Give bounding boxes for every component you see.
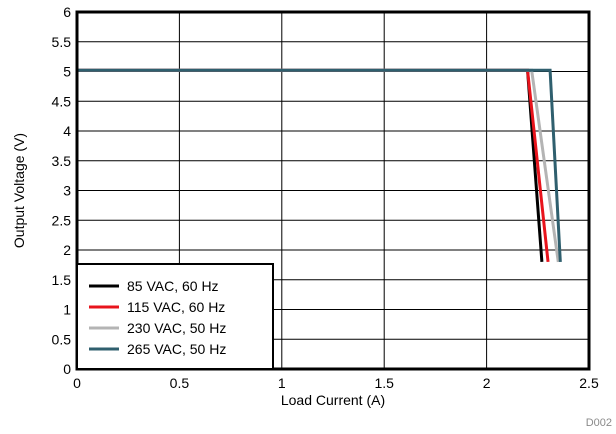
series-line-4 bbox=[77, 68, 562, 262]
legend: 85 VAC, 60 Hz 115 VAC, 60 Hz 230 VAC, 50 H… bbox=[76, 263, 274, 370]
x-tick-label: 2 bbox=[483, 375, 491, 391]
series-line-3 bbox=[77, 68, 560, 263]
y-tick-label: 0.5 bbox=[52, 331, 72, 347]
legend-label: 115 VAC, 60 Hz bbox=[127, 299, 225, 315]
legend-box bbox=[76, 263, 274, 370]
x-tick-label: 2.5 bbox=[579, 375, 599, 391]
series-line-2 bbox=[77, 68, 550, 263]
x-tick-label: 0.5 bbox=[170, 375, 190, 391]
x-tick-label: 1.5 bbox=[374, 375, 394, 391]
legend-label: 265 VAC, 50 Hz bbox=[127, 341, 226, 357]
y-tick-label: 2 bbox=[63, 242, 71, 258]
series-line-1 bbox=[77, 68, 544, 263]
y-tick-label: 0 bbox=[63, 361, 71, 377]
y-tick-label: 1 bbox=[63, 302, 71, 318]
y-axis-label: Output Voltage (V) bbox=[11, 133, 27, 248]
y-tick-label: 5.5 bbox=[52, 34, 72, 50]
y-tick-label: 6 bbox=[63, 4, 71, 20]
tick-labels: 0 0.5 1 1.5 2 2.5 0 0.5 1 1.5 2 2.5 3 3.5 4 4.5 5 5.5 6 bbox=[52, 4, 599, 391]
x-tick-label: 1 bbox=[278, 375, 286, 391]
y-tick-label: 4.5 bbox=[52, 93, 72, 109]
y-tick-label: 2.5 bbox=[52, 212, 72, 228]
y-tick-label: 4 bbox=[63, 123, 71, 139]
x-tick-label: 0 bbox=[73, 375, 81, 391]
x-axis-label: Load Current (A) bbox=[281, 392, 385, 408]
y-tick-label: 3 bbox=[63, 183, 71, 199]
figure-note: D002 bbox=[586, 417, 612, 429]
y-tick-label: 1.5 bbox=[52, 272, 72, 288]
y-tick-label: 5 bbox=[63, 64, 71, 80]
legend-label: 230 VAC, 50 Hz bbox=[127, 320, 226, 336]
y-tick-label: 3.5 bbox=[52, 153, 72, 169]
series-group bbox=[77, 68, 562, 263]
legend-label: 85 VAC, 60 Hz bbox=[127, 278, 219, 294]
plot-frame bbox=[75, 10, 591, 371]
